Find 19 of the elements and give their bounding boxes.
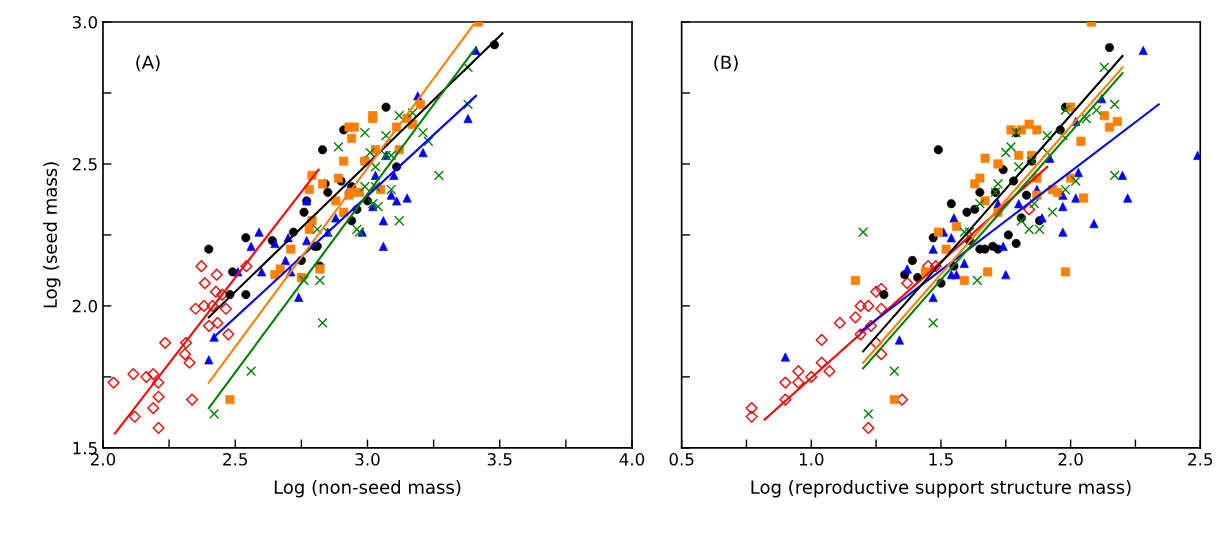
x-axis-title: Log (reproductive support structure mass) bbox=[751, 479, 1131, 498]
x-tick-label: 2.0 bbox=[90, 453, 116, 466]
y-tick-label: 2.5 bbox=[72, 157, 97, 171]
x-tick-label: 3.0 bbox=[355, 453, 380, 466]
x-tick-label: 2.5 bbox=[223, 453, 248, 466]
annotation: (A) bbox=[136, 55, 160, 72]
y-tick-label: 3.0 bbox=[72, 15, 98, 29]
x-tick-label: 1.5 bbox=[929, 453, 953, 466]
x-tick-label: 0.5 bbox=[669, 453, 694, 466]
x-tick-label: 2.5 bbox=[1188, 453, 1213, 466]
x-tick-label: 1.0 bbox=[799, 453, 824, 466]
x-tick-label: 2.0 bbox=[1058, 453, 1083, 466]
y-axis-title: Log (seed mass) bbox=[43, 162, 61, 308]
y-tick-label: 1.5 bbox=[73, 442, 97, 455]
x-axis-title: Log (non-seed mass) bbox=[274, 479, 461, 498]
y-tick-label: 2.0 bbox=[72, 299, 98, 313]
x-tick-label: 3.5 bbox=[487, 453, 512, 466]
x-tick-label: 4.0 bbox=[619, 453, 645, 466]
annotation: (B) bbox=[714, 55, 738, 72]
